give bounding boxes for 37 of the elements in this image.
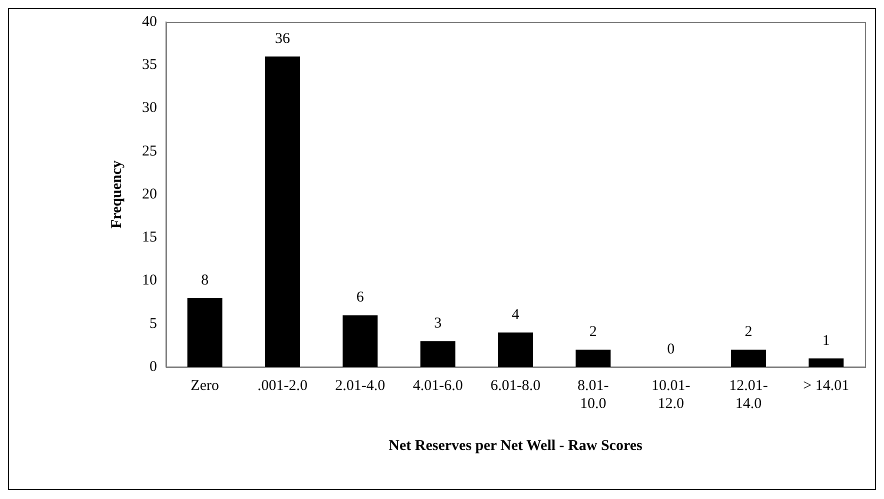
- x-tick-label: .001-2.0: [258, 378, 308, 394]
- data-label: 3: [434, 316, 442, 332]
- bar: [420, 341, 456, 367]
- bar: [498, 332, 533, 367]
- bar: [265, 56, 300, 367]
- data-label: 1: [822, 332, 830, 349]
- y-tick-label: 40: [142, 14, 157, 30]
- bar: [342, 315, 378, 367]
- y-tick-label: 25: [142, 143, 157, 160]
- y-tick-label: 30: [142, 100, 157, 116]
- data-label: 8: [201, 272, 209, 288]
- data-label: 2: [589, 324, 597, 340]
- x-tick-label: 2.01-4.0: [335, 378, 386, 394]
- x-tick-label: 6.01-8.0: [490, 378, 540, 394]
- x-tick-label: 10.01-12.0: [651, 378, 690, 412]
- x-tick-label: 8.01-10.0: [578, 378, 609, 412]
- y-axis-title: Frequency: [108, 160, 125, 229]
- y-tick-label: 5: [150, 316, 157, 332]
- data-label: 0: [667, 341, 675, 358]
- y-tick-label: 10: [142, 272, 157, 289]
- bar: [187, 298, 222, 367]
- data-label: 6: [356, 290, 364, 306]
- bar: [808, 358, 844, 367]
- data-label: 4: [512, 306, 520, 323]
- bar: [731, 350, 766, 367]
- y-tick-label: 35: [142, 57, 157, 74]
- x-tick-label: Zero: [190, 378, 219, 394]
- x-axis-title: Net Reserves per Net Well - Raw Scores: [388, 438, 642, 454]
- y-tick-label: 15: [142, 230, 157, 246]
- y-tick-label: 0: [150, 358, 157, 375]
- x-tick-label: 12.01-14.0: [729, 378, 768, 412]
- bar: [576, 350, 611, 367]
- data-label: 2: [744, 324, 752, 340]
- y-tick-label: 20: [142, 186, 157, 202]
- data-label: 36: [275, 30, 290, 47]
- x-tick-label: 4.01-6.0: [412, 378, 463, 394]
- x-tick-label: > 14.01: [803, 378, 850, 394]
